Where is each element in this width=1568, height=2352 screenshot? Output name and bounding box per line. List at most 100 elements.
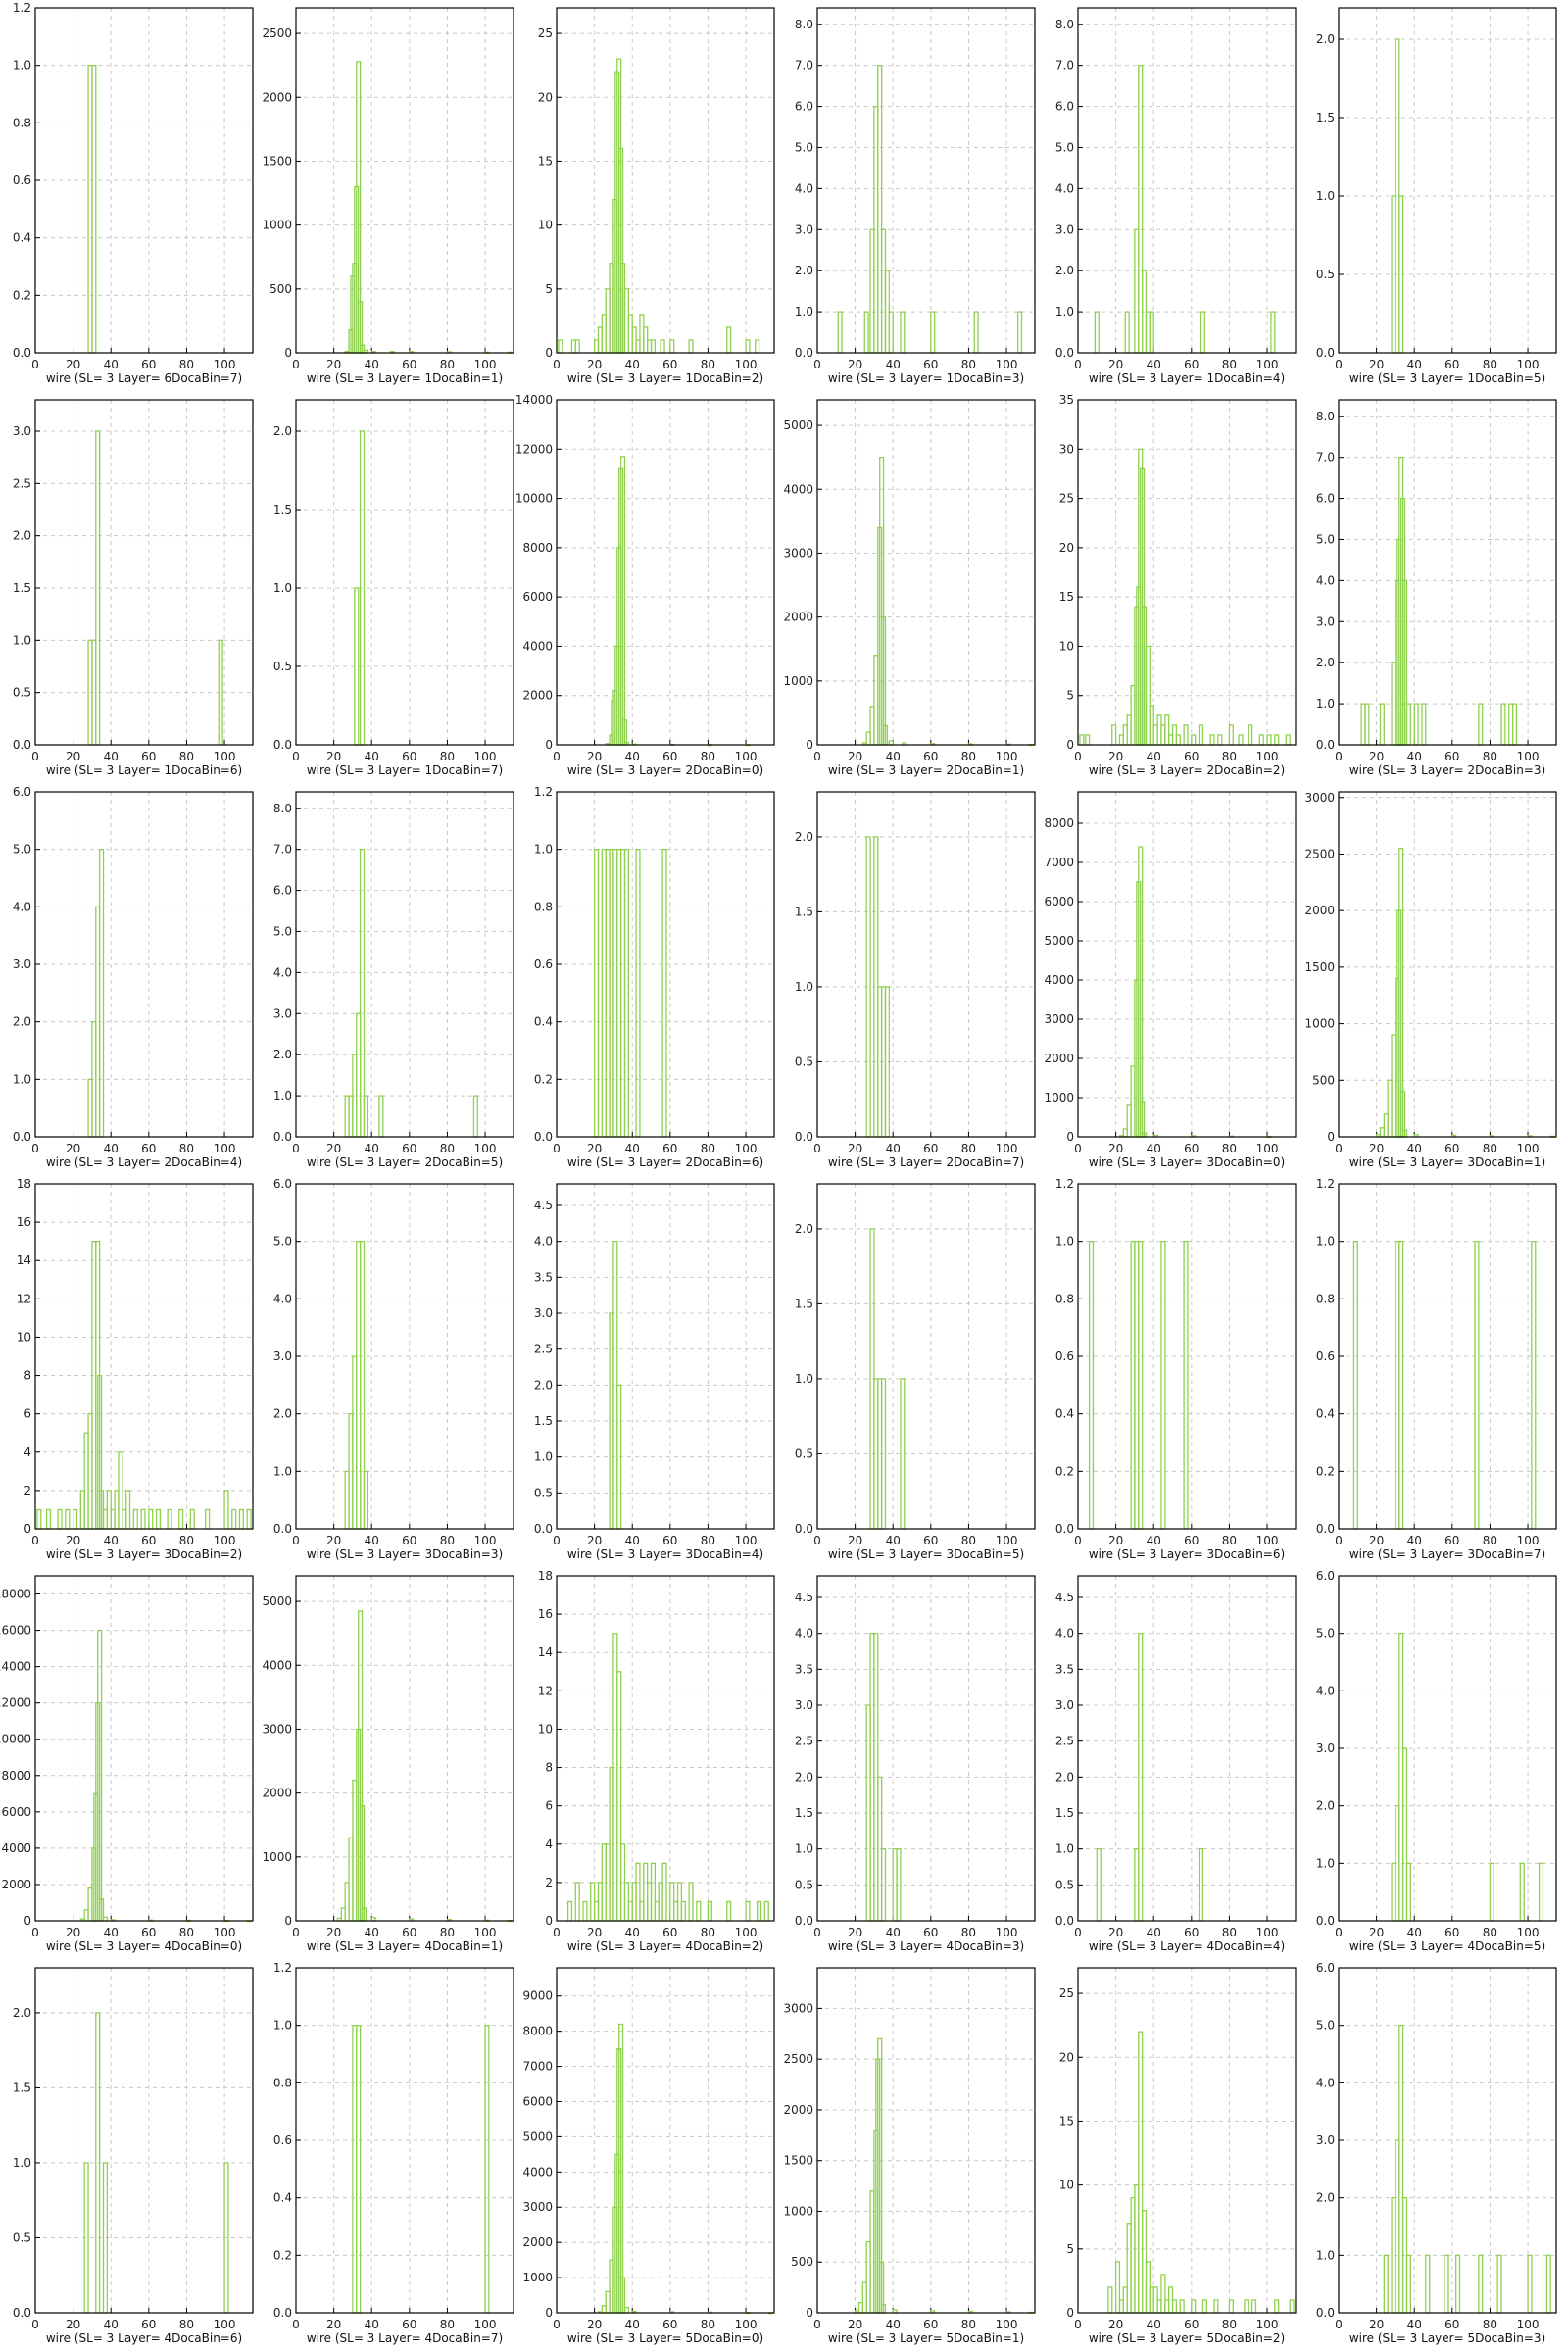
histogram-bar <box>635 849 641 1138</box>
x-tick-label: 40 <box>365 750 379 763</box>
y-tick-label: 2 <box>24 1484 31 1497</box>
y-tick-label: 8.0 <box>273 802 292 815</box>
x-tick-label: 20 <box>66 750 80 763</box>
x-tick-label: 20 <box>848 358 862 371</box>
y-tick-label: 5.0 <box>273 924 292 938</box>
plot-frame <box>556 1575 775 1922</box>
y-tick-label: 0 <box>545 1914 553 1928</box>
x-tick-label: 80 <box>1483 2318 1497 2331</box>
x-tick-label: 100 <box>1256 358 1279 371</box>
x-tick-label: 60 <box>1445 1926 1459 1939</box>
y-tick-label: 25 <box>538 26 553 40</box>
histogram-panel: 0.0 1.0 2.0 3.0 4.0 5.0 6.0 0 20 40 60 80 100 wire (S… <box>1303 1568 1564 1960</box>
histogram-panel: 0.0 0.2 0.4 0.6 0.8 1.0 1.2 0 20 40 60 80 100 wire (S… <box>1303 1176 1564 1568</box>
y-tick-label: 25 <box>1059 1986 1074 2000</box>
y-tick-label: 0.5 <box>1055 1878 1074 1891</box>
histogram-bar <box>1016 311 1023 354</box>
x-tick-label: 20 <box>1108 1926 1123 1939</box>
x-tick-label: 80 <box>961 2318 976 2331</box>
histogram-bar <box>865 836 871 1138</box>
histogram-panel: 0.0 0.5 1.0 1.5 2.0 0 20 40 60 80 100 wire (SL= 3 L… <box>782 784 1043 1176</box>
y-tick-label: 6.0 <box>273 1177 292 1191</box>
y-tick-label: 1.0 <box>273 2019 292 2033</box>
y-tick-label: 8 <box>24 1369 31 1383</box>
y-tick-label: 0 <box>24 1914 31 1928</box>
x-tick-label: 100 <box>996 1534 1018 1547</box>
y-tick-label: 0.0 <box>13 1130 31 1144</box>
histogram-bar <box>140 1508 146 1530</box>
y-tick-label: 0.5 <box>13 2230 31 2244</box>
y-tick-label: 15 <box>1059 2114 1074 2128</box>
histogram-bar <box>102 2162 109 2314</box>
histogram-bar <box>91 65 97 354</box>
x-axis-label: wire (SL= 3 Layer= 3DocaBin=3) <box>307 1547 503 1561</box>
x-tick-label: 20 <box>587 1534 602 1547</box>
y-tick-label: 2 <box>545 1876 553 1889</box>
y-tick-label: 7.0 <box>273 843 292 857</box>
y-tick-label: 5.0 <box>1316 2019 1335 2033</box>
y-tick-label: 1.0 <box>1316 1856 1335 1870</box>
plot-frame <box>1077 399 1297 746</box>
y-tick-label: 0 <box>24 1522 31 1536</box>
x-tick-label: 20 <box>587 2318 602 2331</box>
y-tick-label: 6 <box>545 1799 553 1813</box>
y-tick-label: 0.0 <box>534 1130 553 1144</box>
histogram-bar <box>863 311 869 354</box>
y-tick-label: 1000 <box>522 2271 553 2284</box>
histogram-bar <box>1545 2254 1551 2314</box>
x-tick-label: 40 <box>104 750 119 763</box>
y-tick-label: 3000 <box>1044 1012 1074 1026</box>
histogram-bar <box>1198 724 1204 746</box>
y-tick-label: 0.6 <box>1316 1349 1335 1363</box>
plot-frame <box>1077 1575 1297 1922</box>
x-tick-label: 20 <box>1369 1534 1384 1547</box>
y-tick-label: 4000 <box>262 1658 292 1672</box>
plot-frame <box>1338 1183 1557 1530</box>
y-tick-label: 3.0 <box>1316 2133 1335 2147</box>
histogram-panel: 0 1000 2000 3000 4000 5000 0 20 40 60 80 100 wire (S… <box>782 392 1043 784</box>
x-tick-label: 80 <box>1222 1534 1237 1547</box>
y-tick-label: 1.0 <box>1055 1235 1074 1249</box>
y-tick-label: 0.4 <box>534 1015 553 1029</box>
x-tick-label: 100 <box>996 1926 1018 1939</box>
x-tick-label: 20 <box>848 2318 862 2331</box>
x-tick-label: 100 <box>735 2318 758 2331</box>
y-tick-label: 1.0 <box>13 1072 31 1086</box>
histogram-bar <box>582 1900 588 1922</box>
plot-frame <box>816 1183 1036 1530</box>
y-tick-label: 10 <box>1059 639 1074 653</box>
x-tick-label: 80 <box>1222 1142 1237 1155</box>
y-tick-label: 0.0 <box>13 738 31 752</box>
histogram-bar <box>1405 2254 1412 2314</box>
histogram-bar <box>900 1378 906 1530</box>
histogram-svg: 0.0 1.0 2.0 3.0 4.0 5.0 6.0 7.0 8.0 0 20 40 60 80 100w… <box>1055 7 1297 385</box>
y-tick-label: 5000 <box>1044 934 1074 948</box>
y-tick-label: 4.0 <box>273 1292 292 1305</box>
histogram-bar <box>1198 1848 1204 1922</box>
y-tick-label: 8000 <box>1 1769 31 1783</box>
x-tick-label: 60 <box>1184 1926 1199 1939</box>
y-tick-label: 1.2 <box>13 1 31 15</box>
x-axis-label: wire (SL= 3 Layer= 2DocaBin=5) <box>307 1155 503 1169</box>
histogram-bar <box>1478 2254 1484 2314</box>
y-tick-label: 0.0 <box>795 1130 813 1144</box>
histogram-bar <box>756 1900 762 1922</box>
histogram-bar <box>167 1508 172 1530</box>
y-tick-label: 0.0 <box>795 346 813 360</box>
histogram-bar <box>763 1900 769 1922</box>
x-tick-label: 80 <box>961 1534 976 1547</box>
histogram-bar <box>1201 2299 1207 2314</box>
x-tick-label: 80 <box>961 750 976 763</box>
y-tick-label: 0.2 <box>1055 1464 1074 1478</box>
y-tick-label: 15 <box>1059 590 1074 604</box>
x-tick-label: 40 <box>1147 1142 1161 1155</box>
x-tick-label: 40 <box>886 2318 901 2331</box>
histogram-bar <box>1266 734 1272 746</box>
x-tick-label: 100 <box>1256 750 1279 763</box>
y-tick-label: 14000 <box>0 1660 31 1674</box>
